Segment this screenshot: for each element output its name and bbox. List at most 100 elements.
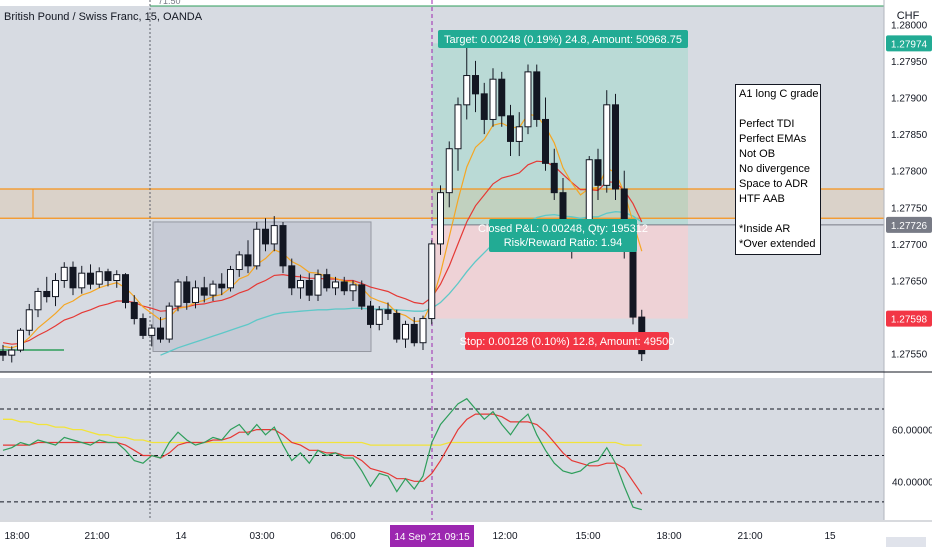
- candle-up: [349, 284, 357, 292]
- axis-corner-button: [886, 537, 926, 547]
- candle-up: [428, 243, 436, 320]
- price-tick-label: 1.27950: [891, 57, 928, 68]
- candle-up: [95, 271, 103, 285]
- candle-down: [157, 327, 164, 340]
- candle-up: [52, 280, 59, 298]
- time-tick-label: 18:00: [656, 531, 681, 542]
- price-tick-label: 1.27850: [891, 130, 928, 141]
- time-highlight-bg: [390, 525, 474, 547]
- tdi-green-line: [2, 397, 642, 511]
- candle-down: [139, 318, 147, 336]
- candle-down: [358, 284, 366, 307]
- pnl-label-line-1: Closed P&L: 0.00248, Qty: 195312: [478, 223, 648, 235]
- candle-up: [270, 225, 278, 245]
- candle-up: [253, 228, 261, 267]
- target-label-bg: [438, 30, 688, 48]
- candle-down: [594, 159, 602, 186]
- candle-down: [244, 254, 252, 267]
- candle-up: [192, 287, 199, 303]
- candle-down: [279, 225, 287, 267]
- time-tick-label: 21:00: [84, 531, 109, 542]
- candle-up: [78, 272, 86, 289]
- candle-down: [550, 162, 558, 194]
- time-tick-label: 15:00: [575, 531, 600, 542]
- candle-down: [542, 118, 549, 164]
- candle-up: [463, 75, 471, 106]
- price-badge: 1.27726: [891, 221, 928, 232]
- top-cut-label: 71.50: [158, 0, 181, 6]
- candle-up: [419, 318, 427, 344]
- candle-up: [524, 71, 532, 128]
- osc-tick-label: 60.00000: [892, 426, 932, 437]
- candle-down: [218, 283, 226, 289]
- symbol-title: British Pound / Swiss Franc, 15, OANDA: [4, 11, 203, 23]
- oscillator-pane-background: [0, 378, 884, 520]
- time-tick-label: 18:00: [4, 531, 29, 542]
- target-label: Target: 0.00248 (0.19%) 24.8, Amount: 50…: [444, 34, 682, 46]
- price-badge: 1.27598: [891, 315, 928, 326]
- candle-up: [148, 327, 156, 336]
- candle-up: [113, 274, 121, 282]
- time-tick-label: 14: [175, 531, 187, 542]
- candle-up: [454, 104, 462, 150]
- candle-down: [200, 287, 208, 296]
- candle-down: [323, 274, 331, 289]
- time-tick-label: 06:00: [330, 531, 355, 542]
- candle-down: [507, 115, 514, 142]
- time-tick-label: 15: [824, 531, 836, 542]
- price-tick-label: 1.27800: [891, 167, 928, 178]
- candle-up: [209, 283, 217, 296]
- candle-down: [183, 281, 191, 303]
- candle-down: [104, 271, 112, 282]
- candle-up: [8, 349, 16, 356]
- candle-up: [489, 78, 497, 120]
- candle-down: [410, 323, 418, 344]
- time-tick-label: 21:00: [737, 531, 762, 542]
- price-badge-bg: [886, 310, 932, 327]
- candle-up: [314, 274, 322, 296]
- price-badge-bg: [886, 35, 932, 52]
- stop-label: Stop: 0.00128 (0.10%) 12.8, Amount: 4950…: [460, 336, 675, 348]
- price-tick-label: 1.27700: [891, 240, 928, 251]
- candle-up: [235, 254, 243, 271]
- candle-up: [174, 281, 182, 307]
- trade-notes[interactable]: A1 long C grade Perfect TDI Perfect EMAs…: [735, 84, 821, 255]
- price-axis-background: [884, 0, 932, 550]
- candle-up: [437, 192, 444, 245]
- candle-down: [43, 290, 51, 298]
- candle-down: [130, 301, 138, 320]
- candle-down: [288, 265, 296, 289]
- candle-up: [60, 266, 68, 282]
- candle-down: [472, 75, 479, 95]
- candles-group: [0, 43, 646, 363]
- tdi-yellow-line: [3, 418, 642, 446]
- candle-down: [533, 71, 541, 120]
- candle-up: [332, 281, 339, 289]
- pnl-label-line-2: Risk/Reward Ratio: 1.94: [504, 237, 623, 249]
- price-tick-label: 1.27650: [891, 277, 928, 288]
- currency-label: CHF: [897, 10, 920, 22]
- candle-down: [629, 250, 637, 318]
- candle-up: [165, 305, 173, 340]
- time-tick-label: 12:00: [492, 531, 517, 542]
- candle-up: [515, 126, 523, 142]
- candle-down: [305, 280, 313, 296]
- price-badge: 1.27974: [891, 39, 928, 50]
- price-badge-bg: [886, 216, 932, 233]
- price-tick-label: 1.28000: [891, 20, 928, 31]
- candle-down: [480, 93, 488, 120]
- candle-down: [0, 351, 7, 356]
- time-tick-label: 03:00: [249, 531, 274, 542]
- candle-down: [384, 309, 392, 314]
- candle-down: [340, 281, 348, 292]
- candle-down: [87, 272, 94, 285]
- price-tick-label: 1.27750: [891, 203, 928, 214]
- candle-up: [297, 280, 304, 289]
- candle-up: [603, 104, 611, 186]
- candle-down: [498, 78, 506, 117]
- ema-mid-line: [2, 160, 643, 345]
- candle-down: [612, 104, 619, 190]
- stop-label-bg: [465, 332, 669, 350]
